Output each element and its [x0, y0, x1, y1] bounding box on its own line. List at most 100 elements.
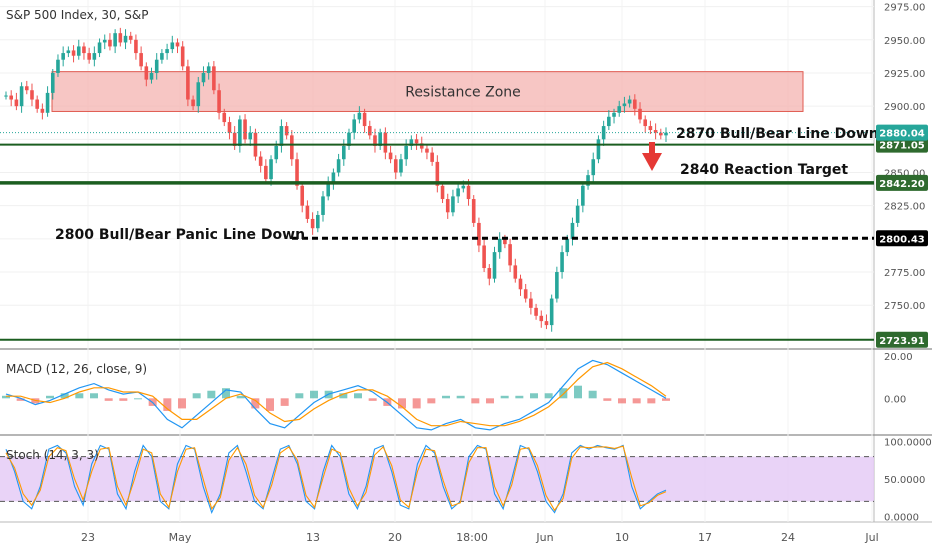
- candle-body: [622, 103, 627, 107]
- candle-body: [555, 272, 559, 299]
- candle-body: [66, 50, 71, 54]
- macd-histogram-bar: [603, 398, 612, 401]
- candle-body: [586, 175, 590, 186]
- candle-body: [4, 95, 8, 97]
- candle-body: [471, 199, 476, 223]
- price-tick-label: 2925.00: [884, 69, 925, 80]
- candle-body: [373, 135, 377, 146]
- price-tick-label: 2775.00: [884, 268, 925, 279]
- macd-histogram-bar: [60, 393, 69, 399]
- candle-body: [336, 159, 341, 173]
- price-badges: 2871.05 2842.20 2800.43 2723.91 2880.04: [876, 124, 928, 348]
- candle-body: [419, 143, 424, 149]
- level-badge-label: 2871.05: [879, 141, 925, 152]
- price-tick-label: 2900.00: [884, 102, 925, 113]
- candle-body: [627, 99, 632, 104]
- candle-body: [518, 278, 523, 290]
- time-tick-label: 10: [615, 531, 629, 544]
- candle-body: [154, 59, 159, 73]
- time-tick-label: Jun: [535, 531, 553, 544]
- candle-body: [40, 108, 45, 113]
- macd-line: [5, 359, 667, 431]
- candle-body: [466, 185, 471, 200]
- candle-body: [175, 42, 180, 47]
- candle-body: [196, 82, 201, 107]
- candle-body: [440, 185, 445, 200]
- macd-histogram-bar: [236, 395, 245, 399]
- candle-body: [414, 139, 419, 144]
- macd-histogram-bar: [412, 398, 421, 409]
- level-label-2800: 2800 Bull/Bear Panic Line Down: [55, 227, 305, 243]
- candle-body: [316, 214, 320, 229]
- macd-histogram-bar: [163, 398, 172, 411]
- candle-body: [206, 66, 211, 73]
- level-badge-label: 2800.43: [879, 234, 925, 245]
- candle-body: [596, 139, 601, 160]
- macd-histogram-bar: [266, 398, 274, 411]
- candle-body: [149, 72, 154, 80]
- candle-body: [9, 95, 13, 100]
- candle-body: [92, 53, 97, 60]
- candle-body: [508, 244, 512, 266]
- resistance-zone[interactable]: [51, 71, 804, 112]
- symbol-title: S&P 500 Index, 30, S&P: [6, 8, 149, 22]
- macd-histogram-bar: [104, 398, 113, 401]
- macd-title: MACD (12, 26, close, 9): [6, 362, 147, 376]
- time-tick-label: 18:00: [456, 531, 488, 544]
- candle-body: [160, 53, 164, 60]
- macd-histogram-bar: [178, 398, 186, 409]
- level-lines: [0, 132, 874, 341]
- candle-body: [648, 126, 653, 131]
- candle-body: [82, 46, 86, 54]
- level-badge: [876, 331, 928, 348]
- candle-body: [612, 112, 616, 117]
- candle-body: [388, 152, 393, 160]
- macd-histogram-bar: [251, 398, 260, 409]
- macd-histogram-bar: [588, 390, 597, 399]
- macd-histogram-bar: [662, 398, 670, 401]
- candle-body: [45, 92, 50, 113]
- candle-body: [544, 321, 549, 326]
- candle-body: [87, 53, 91, 60]
- candle-body: [409, 139, 414, 146]
- candle-body: [217, 90, 221, 113]
- candle-body: [607, 116, 611, 127]
- candle-body: [523, 289, 528, 299]
- time-tick-label: 17: [698, 531, 712, 544]
- time-scale[interactable]: 23 May 13 20 18:00 Jun 10 17 24 Jul: [81, 531, 879, 544]
- candle-body: [461, 185, 466, 189]
- candle-body: [30, 90, 34, 100]
- candle-body: [513, 265, 518, 279]
- candle-body: [378, 132, 382, 146]
- macd-scale[interactable]: 20.00 0.00: [884, 352, 913, 405]
- macd-histogram-bar: [500, 395, 509, 399]
- candle-body: [274, 145, 279, 160]
- candle-body: [633, 99, 637, 109]
- macd-histogram-bar: [2, 395, 10, 399]
- candle-body: [321, 196, 325, 215]
- macd-histogram-bar: [368, 398, 377, 401]
- macd-histogram-bar: [46, 395, 54, 399]
- candle-body: [367, 126, 372, 136]
- down-arrow-icon: [642, 142, 662, 171]
- macd-histogram-bar: [632, 398, 641, 404]
- level-label-2870: 2870 Bull/Bear Line Down: [676, 126, 879, 142]
- stoch-scale[interactable]: 100.0000 50.0000 0.0000: [884, 438, 932, 524]
- candle-body: [128, 35, 133, 40]
- candle-body: [305, 205, 310, 219]
- candle-body: [310, 218, 315, 229]
- candle-body: [35, 99, 39, 109]
- candle-body: [180, 46, 185, 67]
- level-badge-label: 2842.20: [879, 179, 925, 190]
- last-price-label: 2880.04: [879, 129, 925, 140]
- candle-body: [279, 126, 284, 146]
- candle-body: [352, 119, 356, 133]
- level-badge: [876, 174, 928, 191]
- candle-body: [295, 159, 299, 186]
- macd-histogram-bar: [515, 395, 524, 399]
- candle-body: [102, 39, 107, 43]
- level-label-2840: 2840 Reaction Target: [680, 162, 848, 178]
- candle-body: [549, 298, 554, 326]
